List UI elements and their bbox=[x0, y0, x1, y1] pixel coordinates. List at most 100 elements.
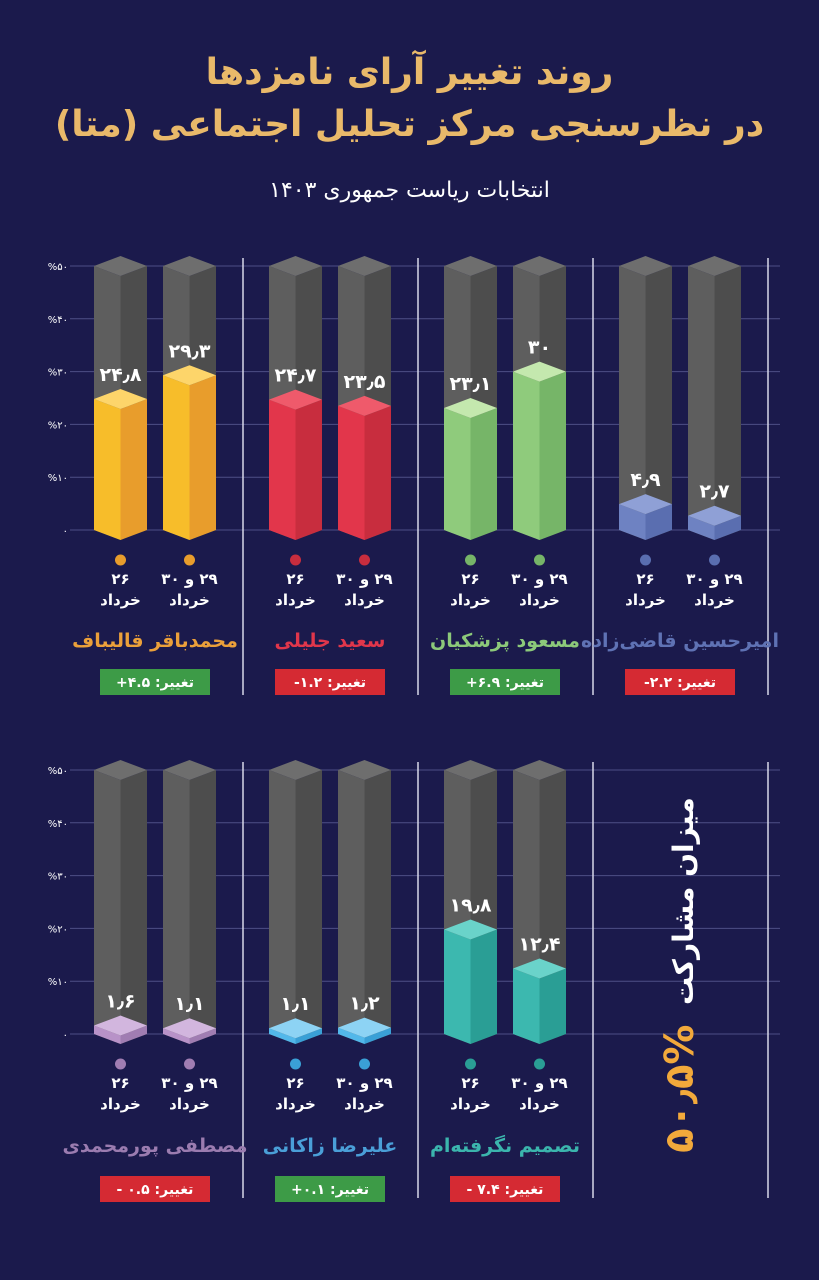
bar-background-right-face bbox=[364, 770, 391, 1044]
x-category-label: ۲۹ و ۳۰ bbox=[336, 1074, 392, 1092]
change-badge bbox=[275, 1176, 385, 1202]
change-badge bbox=[100, 1176, 210, 1202]
bar-background-right-face bbox=[295, 770, 322, 1044]
x-category-label: خرداد bbox=[519, 1095, 560, 1113]
x-category-label: خرداد bbox=[344, 1095, 385, 1113]
candidate-name: علیرضا زاکانی bbox=[263, 1135, 397, 1157]
x-category-label: خرداد bbox=[694, 591, 735, 609]
bar-background-top-face bbox=[269, 760, 322, 780]
bar-background-top-face bbox=[94, 256, 147, 276]
bar-top-face bbox=[269, 1018, 322, 1039]
bar-background-top-face bbox=[619, 256, 672, 276]
legend-dot bbox=[465, 554, 476, 566]
y-tick-label: ۰ bbox=[63, 1030, 68, 1041]
turnout-value: ۵۰٫۵% bbox=[657, 1024, 703, 1153]
bar-left-face bbox=[444, 408, 471, 540]
bar-right-face bbox=[189, 1028, 216, 1044]
legend-dot bbox=[534, 1058, 545, 1070]
candidate-name: محمدباقر قالیباف bbox=[72, 630, 238, 652]
bar-background-top-face bbox=[444, 760, 497, 780]
bar-top-face bbox=[269, 389, 322, 410]
bar-background-right-face bbox=[645, 266, 672, 540]
bar-right-face bbox=[120, 1025, 147, 1044]
bar-left-face bbox=[444, 929, 471, 1044]
bar-top-face bbox=[688, 505, 741, 526]
bar-left-face bbox=[94, 1025, 121, 1044]
x-category-label: خرداد bbox=[344, 591, 385, 609]
x-category-label: ۲۶ bbox=[461, 1074, 479, 1092]
candidate-name: تصمیم نگرفته‌ام bbox=[430, 1134, 580, 1157]
data-label: ۲٫۷ bbox=[699, 481, 730, 503]
bar-background-left-face bbox=[163, 770, 190, 1044]
chart-subtitle: انتخابات ریاست جمهوری ۱۴۰۳ bbox=[269, 178, 550, 203]
x-category-label: ۲۶ bbox=[636, 570, 654, 588]
bar-background-top-face bbox=[163, 760, 216, 780]
data-label: ۲۳٫۵ bbox=[344, 371, 386, 393]
bar-top-face bbox=[444, 919, 497, 940]
bar-background-top-face bbox=[338, 256, 391, 276]
bar-left-face bbox=[269, 399, 296, 540]
legend-dot bbox=[359, 1058, 370, 1070]
legend-dot bbox=[115, 554, 126, 566]
y-tick-label: %۲۰ bbox=[48, 924, 68, 935]
x-category-label: ۲۶ bbox=[111, 570, 129, 588]
legend-dot bbox=[709, 554, 720, 566]
change-badge bbox=[450, 1176, 560, 1202]
legend-dot bbox=[184, 554, 195, 566]
x-category-label: خرداد bbox=[275, 591, 316, 609]
bar-background-left-face bbox=[619, 266, 646, 540]
bar-top-face bbox=[94, 1015, 147, 1036]
change-badge-text: تغییر: ۴.۵+ bbox=[116, 675, 194, 691]
x-category-label: ۲۹ و ۳۰ bbox=[511, 570, 567, 588]
bar-background-top-face bbox=[513, 760, 566, 780]
bar-top-face bbox=[444, 398, 497, 419]
bar-right-face bbox=[295, 1028, 322, 1044]
chart-title-line2: در نظرسنجی مرکز تحلیل اجتماعی (متا) bbox=[54, 104, 765, 145]
candidate-name: سعید جلیلی bbox=[275, 630, 386, 652]
bar-background-top-face bbox=[269, 256, 322, 276]
bar-top-face bbox=[513, 958, 566, 979]
legend-dot bbox=[115, 1058, 126, 1070]
bar-right-face bbox=[539, 371, 566, 540]
legend-dot bbox=[290, 554, 301, 566]
bar-right-face bbox=[645, 504, 672, 540]
x-category-label: خرداد bbox=[100, 591, 141, 609]
data-label: ۱٫۱ bbox=[174, 993, 204, 1015]
bar-background-top-face bbox=[94, 760, 147, 780]
bar-background-right-face bbox=[120, 770, 147, 1044]
x-category-label: ۲۹ و ۳۰ bbox=[161, 1074, 217, 1092]
bar-right-face bbox=[364, 405, 391, 540]
bar-background-top-face bbox=[688, 256, 741, 276]
data-label: ۲۴٫۷ bbox=[275, 365, 317, 387]
y-tick-label: %۱۰ bbox=[48, 473, 68, 484]
bar-right-face bbox=[470, 408, 497, 540]
y-tick-label: ۰ bbox=[63, 526, 68, 537]
bar-background-top-face bbox=[163, 256, 216, 276]
bar-top-face bbox=[338, 395, 391, 416]
bar-background-top-face bbox=[444, 256, 497, 276]
y-tick-label: %۵۰ bbox=[48, 262, 68, 273]
change-badge-text: تغییر: ۱.۲- bbox=[294, 675, 366, 691]
y-tick-label: %۴۰ bbox=[48, 315, 68, 326]
x-category-label: خرداد bbox=[519, 591, 560, 609]
y-tick-label: %۴۰ bbox=[48, 819, 68, 830]
change-badge bbox=[275, 669, 385, 695]
bar-top-face bbox=[163, 1018, 216, 1039]
x-category-label: ۲۶ bbox=[286, 570, 304, 588]
legend-dot bbox=[290, 1058, 301, 1070]
change-badge bbox=[625, 669, 735, 695]
change-badge-text: تغییر: ۷.۴ - bbox=[467, 1182, 544, 1198]
data-label: ۱٫۱ bbox=[280, 993, 310, 1015]
data-label: ۴٫۹ bbox=[630, 469, 661, 491]
bar-left-face bbox=[338, 405, 365, 540]
chart-title-line1: روند تغییر آرای نامزدها bbox=[205, 52, 614, 93]
data-label: ۲۹٫۳ bbox=[169, 340, 211, 362]
bar-top-face bbox=[163, 365, 216, 386]
bar-right-face bbox=[120, 399, 147, 540]
bar-left-face bbox=[513, 371, 540, 540]
x-category-label: خرداد bbox=[625, 591, 666, 609]
bar-background-top-face bbox=[513, 256, 566, 276]
bar-background-left-face bbox=[94, 770, 121, 1044]
bar-background-left-face bbox=[688, 266, 715, 540]
